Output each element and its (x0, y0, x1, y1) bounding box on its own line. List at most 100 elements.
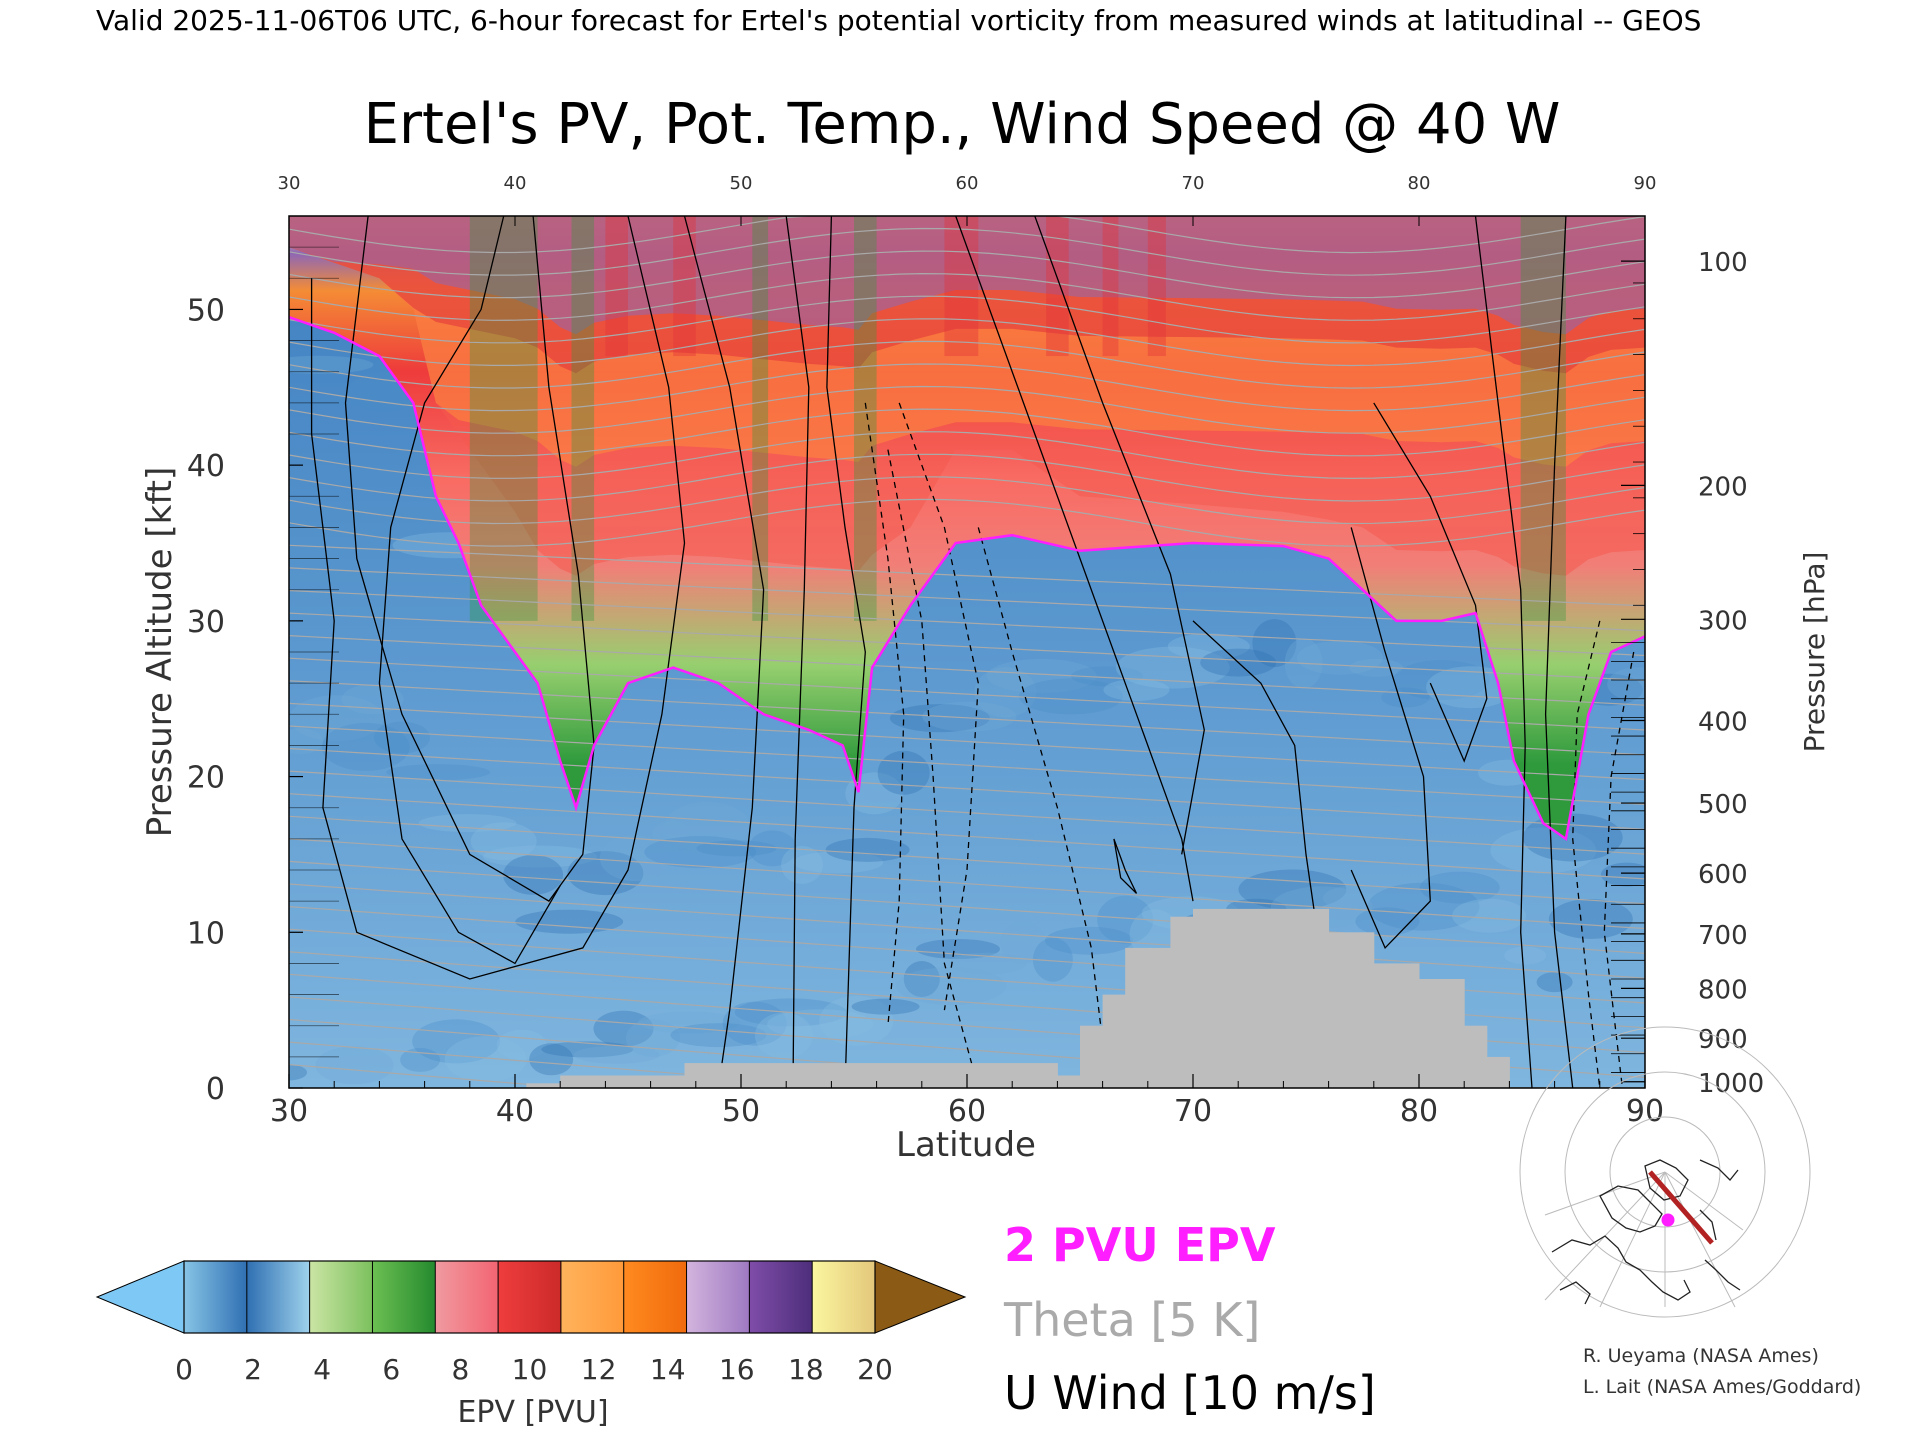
u-wind-contour (1373, 402, 1488, 763)
theta-contour (289, 635, 1645, 706)
x-tick-label: 30 (270, 1094, 308, 1129)
tropo-patch (289, 1064, 307, 1081)
colorbar-tick-label: 4 (313, 1353, 331, 1386)
terrain-block (1102, 994, 1126, 1088)
x-tick-label: 50 (722, 1094, 760, 1129)
tropo-patch (825, 837, 910, 862)
tropo-patch (482, 845, 597, 868)
pressure-tick-label: 600 (1698, 860, 1748, 890)
tropo-patch (1536, 972, 1573, 993)
credit-line-2: L. Lait (NASA Ames/Goddard) (1583, 1376, 1861, 1398)
colorbar-segment (184, 1261, 248, 1333)
theta-contour (289, 498, 1645, 547)
legend-u-wind: U Wind [10 m/s] (1004, 1366, 1376, 1420)
2pvu-contour (289, 316, 1645, 842)
terrain-block (526, 1083, 561, 1088)
tropo-patch (1097, 895, 1154, 944)
tropo-patch (289, 355, 374, 374)
epv-colorbar: 0 2 4 6 8 10 12 14 16 18 20 (95, 1260, 967, 1386)
legend-theta: Theta [5 K] (1003, 1293, 1260, 1347)
tropo-patch (1504, 946, 1547, 965)
pv-streak (854, 216, 877, 621)
tropo-patch (748, 830, 797, 867)
terrain-block (1464, 1025, 1488, 1088)
colorbar-tick-label: 2 (244, 1353, 262, 1386)
tropo-patch (444, 1036, 527, 1083)
tropo-patch (1115, 646, 1230, 689)
y-axis: 0 10 20 30 40 50 (187, 246, 339, 1107)
credit-line-1: R. Ueyama (NASA Ames) (1583, 1345, 1819, 1367)
pv-streak (571, 216, 595, 621)
pressure-tick-label: 200 (1698, 472, 1748, 502)
colorbar-tick-label: 14 (650, 1353, 686, 1386)
colorbar-segment (372, 1261, 436, 1333)
pressure-tick-label: 1000 (1698, 1069, 1764, 1099)
x-tick-label: 80 (1400, 1094, 1438, 1129)
tropo-patch (903, 961, 940, 997)
u-wind-contour (1350, 527, 1431, 950)
theta-contour (289, 408, 1645, 457)
x-tick-label: 40 (496, 1094, 534, 1129)
legend-2pvu: 2 PVU EPV (1004, 1218, 1276, 1272)
colorbar-label: EPV [PVU] (457, 1395, 608, 1430)
u-wind-contour-negative (898, 402, 979, 1011)
colorbar-segment (435, 1261, 499, 1333)
colorbar-tick-label: 18 (788, 1353, 824, 1386)
tropo-patch (664, 802, 751, 852)
tropo-patch (1045, 926, 1133, 955)
chart-title: Ertel's PV, Pot. Temp., Wind Speed @ 40 … (364, 92, 1561, 157)
tropo-patch (515, 909, 624, 934)
tropo-patch (670, 1023, 767, 1048)
x-tick-label: 70 (1174, 1094, 1212, 1129)
tropo-patch (1103, 679, 1170, 701)
pv-streak (944, 216, 979, 357)
y-axis-label: Pressure Altitude [kft] (140, 467, 180, 838)
tropo-patch (1393, 660, 1490, 700)
tropo-patch (1019, 678, 1123, 715)
colorbar-over-arrow (874, 1260, 967, 1334)
u-wind-contour (1192, 620, 1318, 933)
tropo-patch (1167, 633, 1250, 660)
map-coastlines (1551, 1159, 1741, 1305)
u-wind-contour (955, 216, 1194, 902)
pv-streak (1520, 216, 1566, 621)
pressure-axis-label: Pressure [hPa] (1798, 552, 1831, 753)
tropo-patch (986, 659, 1097, 693)
colorbar-segment (309, 1261, 373, 1333)
x-axis-label: Latitude (896, 1125, 1036, 1165)
theta-contour (289, 431, 1645, 480)
colorbar-tick-label: 20 (857, 1353, 893, 1386)
pv-streak (1102, 216, 1119, 357)
pressure-axis: 100 200 300 400 500 600 700 800 900 1000 (1611, 248, 1764, 1099)
theta-contour (289, 883, 1645, 979)
tropo-patch (593, 1010, 654, 1047)
u-wind-contour-negative (887, 449, 979, 1088)
theta-contour (289, 476, 1645, 525)
tropo-patch (1490, 827, 1597, 874)
pv-streak (673, 216, 696, 357)
tropo-patch (1129, 909, 1180, 960)
theta-contour (289, 295, 1645, 344)
pv-streak (605, 216, 628, 357)
theta-contour (289, 793, 1645, 880)
pv-streak (469, 216, 538, 621)
theta-contour (289, 612, 1645, 681)
tropo-patch (1000, 921, 1047, 964)
tropo-patch (503, 854, 564, 895)
u-wind-contour-negative (864, 402, 905, 1026)
pv-streak (752, 216, 769, 621)
top-axis: 30 40 50 60 70 80 90 (278, 173, 1656, 226)
theta-contour (289, 250, 1645, 299)
theta-contour (289, 589, 1645, 657)
tropo-patch (1367, 882, 1480, 931)
pressure-tick-label: 300 (1698, 606, 1748, 636)
tropo-patch (1452, 898, 1527, 933)
theta-contour (289, 385, 1645, 434)
theta-contour (289, 680, 1645, 756)
terrain-mask (526, 908, 1510, 1088)
colorbar-segment (246, 1261, 311, 1333)
top-tick-label: 70 (1182, 173, 1205, 194)
terrain-block (1328, 932, 1375, 1088)
colorbar-tick-label: 12 (581, 1353, 617, 1386)
